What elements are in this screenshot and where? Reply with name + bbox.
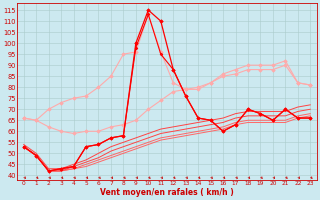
- X-axis label: Vent moyen/en rafales ( km/h ): Vent moyen/en rafales ( km/h ): [100, 188, 234, 197]
